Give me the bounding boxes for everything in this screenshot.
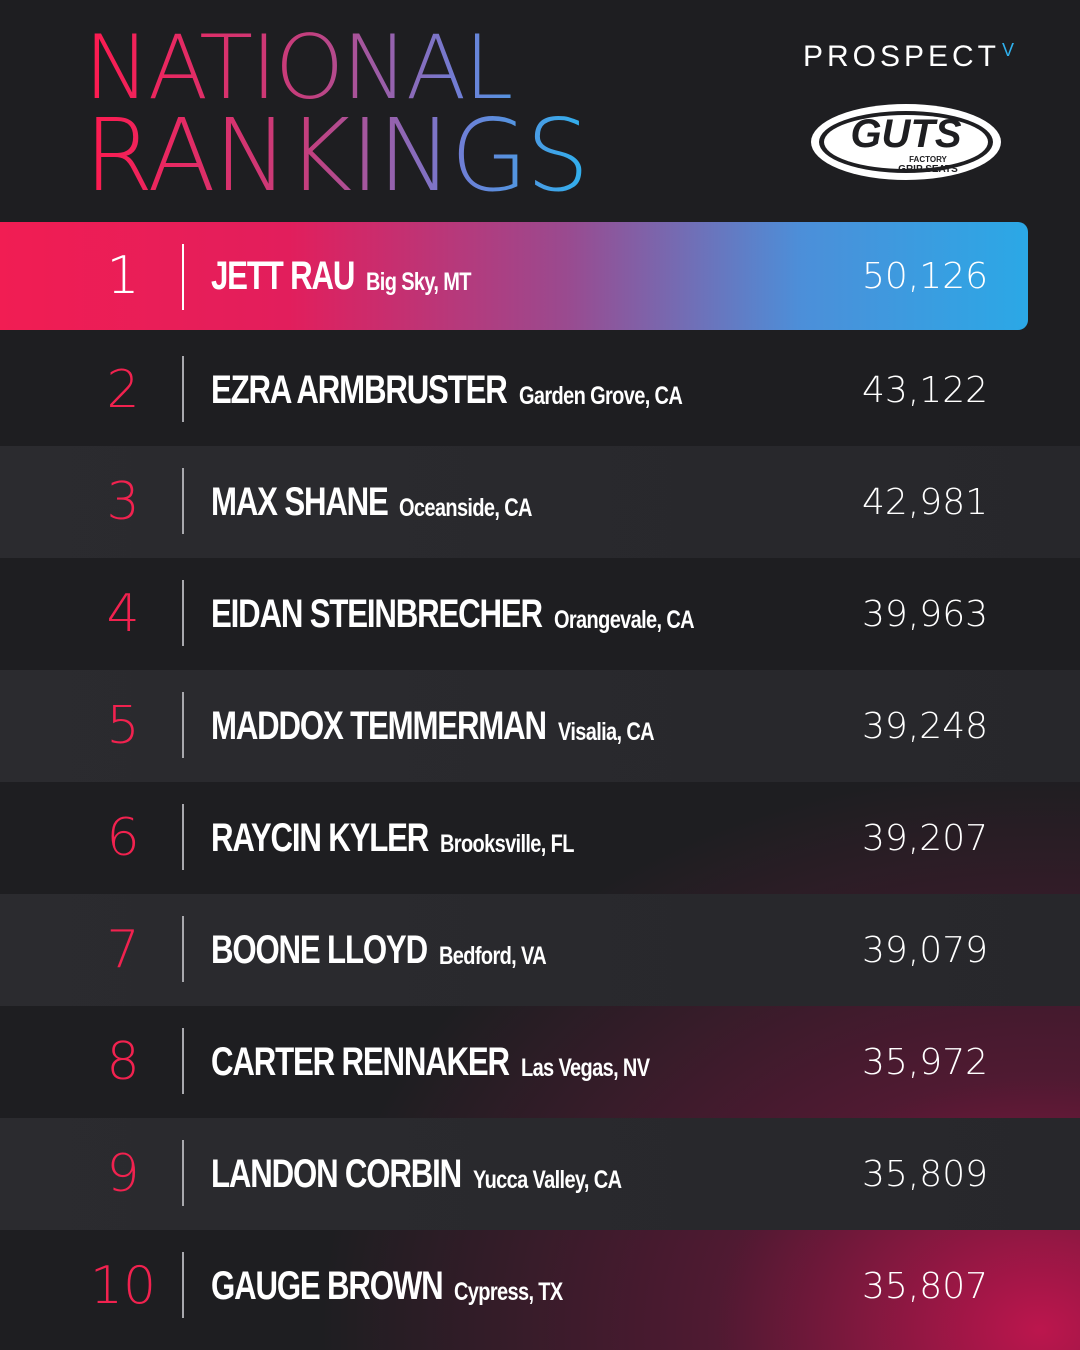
athlete-points: 39,963 <box>862 593 988 635</box>
athlete-name: EIDAN STEINBRECHER <box>211 591 543 636</box>
rank-number: 8 <box>106 1032 140 1092</box>
athlete-name: CARTER RENNAKER <box>211 1039 510 1084</box>
athlete-points: 35,809 <box>862 1153 988 1195</box>
rank-number: 5 <box>106 696 140 756</box>
athlete-info: EIDAN STEINBRECHER Orangevale, CA <box>211 558 695 670</box>
athlete-points: 43,122 <box>862 369 988 411</box>
guts-logo-factory: FACTORY <box>909 155 947 164</box>
athlete-info: RAYCIN KYLER Brooksville, FL <box>211 782 575 894</box>
rankings-list: 1 JETT RAU Big Sky, MT 50,126 2 EZRA ARM… <box>0 222 1080 1342</box>
ranking-row-9: 9 LANDON CORBIN Yucca Valley, CA 35,809 <box>0 1118 1080 1230</box>
athlete-points: 35,972 <box>862 1041 988 1083</box>
athlete-name: LANDON CORBIN <box>211 1151 462 1196</box>
athlete-name: EZRA ARMBRUSTER <box>211 367 508 412</box>
ranking-row-8: 8 CARTER RENNAKER Las Vegas, NV 35,972 <box>0 1006 1080 1118</box>
athlete-points: 39,079 <box>862 929 988 971</box>
athlete-name: MAX SHANE <box>211 479 389 524</box>
rank-number: 1 <box>106 246 140 306</box>
row-divider <box>182 916 184 982</box>
athlete-info: CARTER RENNAKER Las Vegas, NV <box>211 1006 650 1118</box>
ranking-row-7: 7 BOONE LLOYD Bedford, VA 39,079 <box>0 894 1080 1006</box>
athlete-hometown: Las Vegas, NV <box>520 1053 650 1082</box>
athlete-info: GAUGE BROWN Cypress, TX <box>211 1230 564 1342</box>
athlete-name: BOONE LLOYD <box>211 927 428 972</box>
ranking-row-1: 1 JETT RAU Big Sky, MT 50,126 <box>0 222 1028 330</box>
row-divider <box>182 580 184 646</box>
athlete-points: 39,248 <box>862 705 988 747</box>
row-divider <box>182 1252 184 1318</box>
row-divider <box>182 468 184 534</box>
row-divider <box>182 804 184 870</box>
ranking-row-5: 5 MADDOX TEMMERMAN Visalia, CA 39,248 <box>0 670 1080 782</box>
rank-number: 9 <box>106 1144 140 1204</box>
guts-logo: GUTS FACTORY GRIP SEATS <box>811 104 1001 180</box>
athlete-info: LANDON CORBIN Yucca Valley, CA <box>211 1118 622 1230</box>
athlete-points: 35,807 <box>862 1265 988 1307</box>
ranking-row-2: 2 EZRA ARMBRUSTER Garden Grove, CA 43,12… <box>0 334 1080 446</box>
prospect-v-mark: V <box>1001 40 1018 60</box>
ranking-row-6: 6 RAYCIN KYLER Brooksville, FL 39,207 <box>0 782 1080 894</box>
athlete-info: JETT RAU Big Sky, MT <box>211 222 471 330</box>
ranking-row-4: 4 EIDAN STEINBRECHER Orangevale, CA 39,9… <box>0 558 1080 670</box>
athlete-hometown: Cypress, TX <box>454 1277 563 1306</box>
athlete-points: 42,981 <box>862 481 988 523</box>
rank-number: 3 <box>106 472 140 532</box>
prospect-logo: PROSPECT V <box>803 40 1018 74</box>
athlete-info: BOONE LLOYD Bedford, VA <box>211 894 546 1006</box>
row-divider <box>182 244 184 310</box>
title-line-2: RANKINGS <box>84 97 588 214</box>
rank-number: 7 <box>106 920 140 980</box>
athlete-hometown: Oceanside, CA <box>399 493 533 522</box>
ranking-row-10: 10 GAUGE BROWN Cypress, TX 35,807 <box>0 1230 1080 1342</box>
row-divider <box>182 1028 184 1094</box>
guts-logo-text: GUTS <box>850 112 961 156</box>
row-divider <box>182 1140 184 1206</box>
athlete-info: EZRA ARMBRUSTER Garden Grove, CA <box>211 334 682 446</box>
athlete-points: 39,207 <box>862 817 988 859</box>
page-title: NATIONAL RANKINGS <box>84 24 587 206</box>
prospect-logo-text: PROSPECT <box>802 40 1000 73</box>
athlete-points: 50,126 <box>862 255 988 297</box>
rank-number: 4 <box>106 584 140 644</box>
rank-number: 10 <box>89 1256 157 1316</box>
athlete-hometown: Orangevale, CA <box>554 605 695 634</box>
row-divider <box>182 692 184 758</box>
guts-logo-grip-seats: GRIP SEATS <box>898 164 958 175</box>
athlete-hometown: Brooksville, FL <box>440 829 575 858</box>
ranking-row-3: 3 MAX SHANE Oceanside, CA 42,981 <box>0 446 1080 558</box>
athlete-hometown: Garden Grove, CA <box>518 381 683 410</box>
athlete-hometown: Visalia, CA <box>558 717 655 746</box>
row-divider <box>182 356 184 422</box>
athlete-hometown: Bedford, VA <box>438 941 547 970</box>
athlete-name: RAYCIN KYLER <box>211 815 429 860</box>
rank-number: 6 <box>106 808 140 868</box>
athlete-info: MAX SHANE Oceanside, CA <box>211 446 533 558</box>
athlete-name: MADDOX TEMMERMAN <box>211 703 547 748</box>
athlete-hometown: Big Sky, MT <box>365 267 471 296</box>
rank-number: 2 <box>106 360 140 420</box>
athlete-name: JETT RAU <box>211 253 355 298</box>
athlete-hometown: Yucca Valley, CA <box>473 1165 622 1194</box>
athlete-name: GAUGE BROWN <box>211 1263 444 1308</box>
athlete-info: MADDOX TEMMERMAN Visalia, CA <box>211 670 655 782</box>
